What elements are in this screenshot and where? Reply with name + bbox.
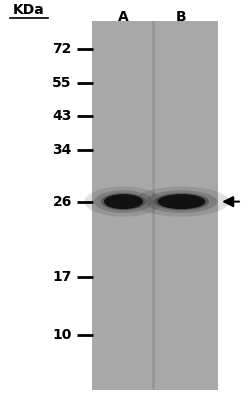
Text: 26: 26 [52,195,72,209]
Text: KDa: KDa [13,3,45,17]
Text: 34: 34 [52,143,72,157]
Ellipse shape [134,186,229,217]
Text: 72: 72 [52,42,72,56]
Ellipse shape [101,193,146,210]
Text: 43: 43 [52,109,72,123]
Text: B: B [176,10,187,24]
Text: 55: 55 [52,76,72,90]
Text: A: A [118,10,129,24]
Text: 10: 10 [52,328,72,342]
Ellipse shape [146,190,217,213]
Bar [152,21,155,390]
Ellipse shape [84,186,163,217]
Bar [92,21,218,390]
Ellipse shape [154,193,209,210]
Ellipse shape [94,190,153,213]
Ellipse shape [104,194,143,209]
Text: 17: 17 [52,270,72,284]
Ellipse shape [158,194,205,209]
